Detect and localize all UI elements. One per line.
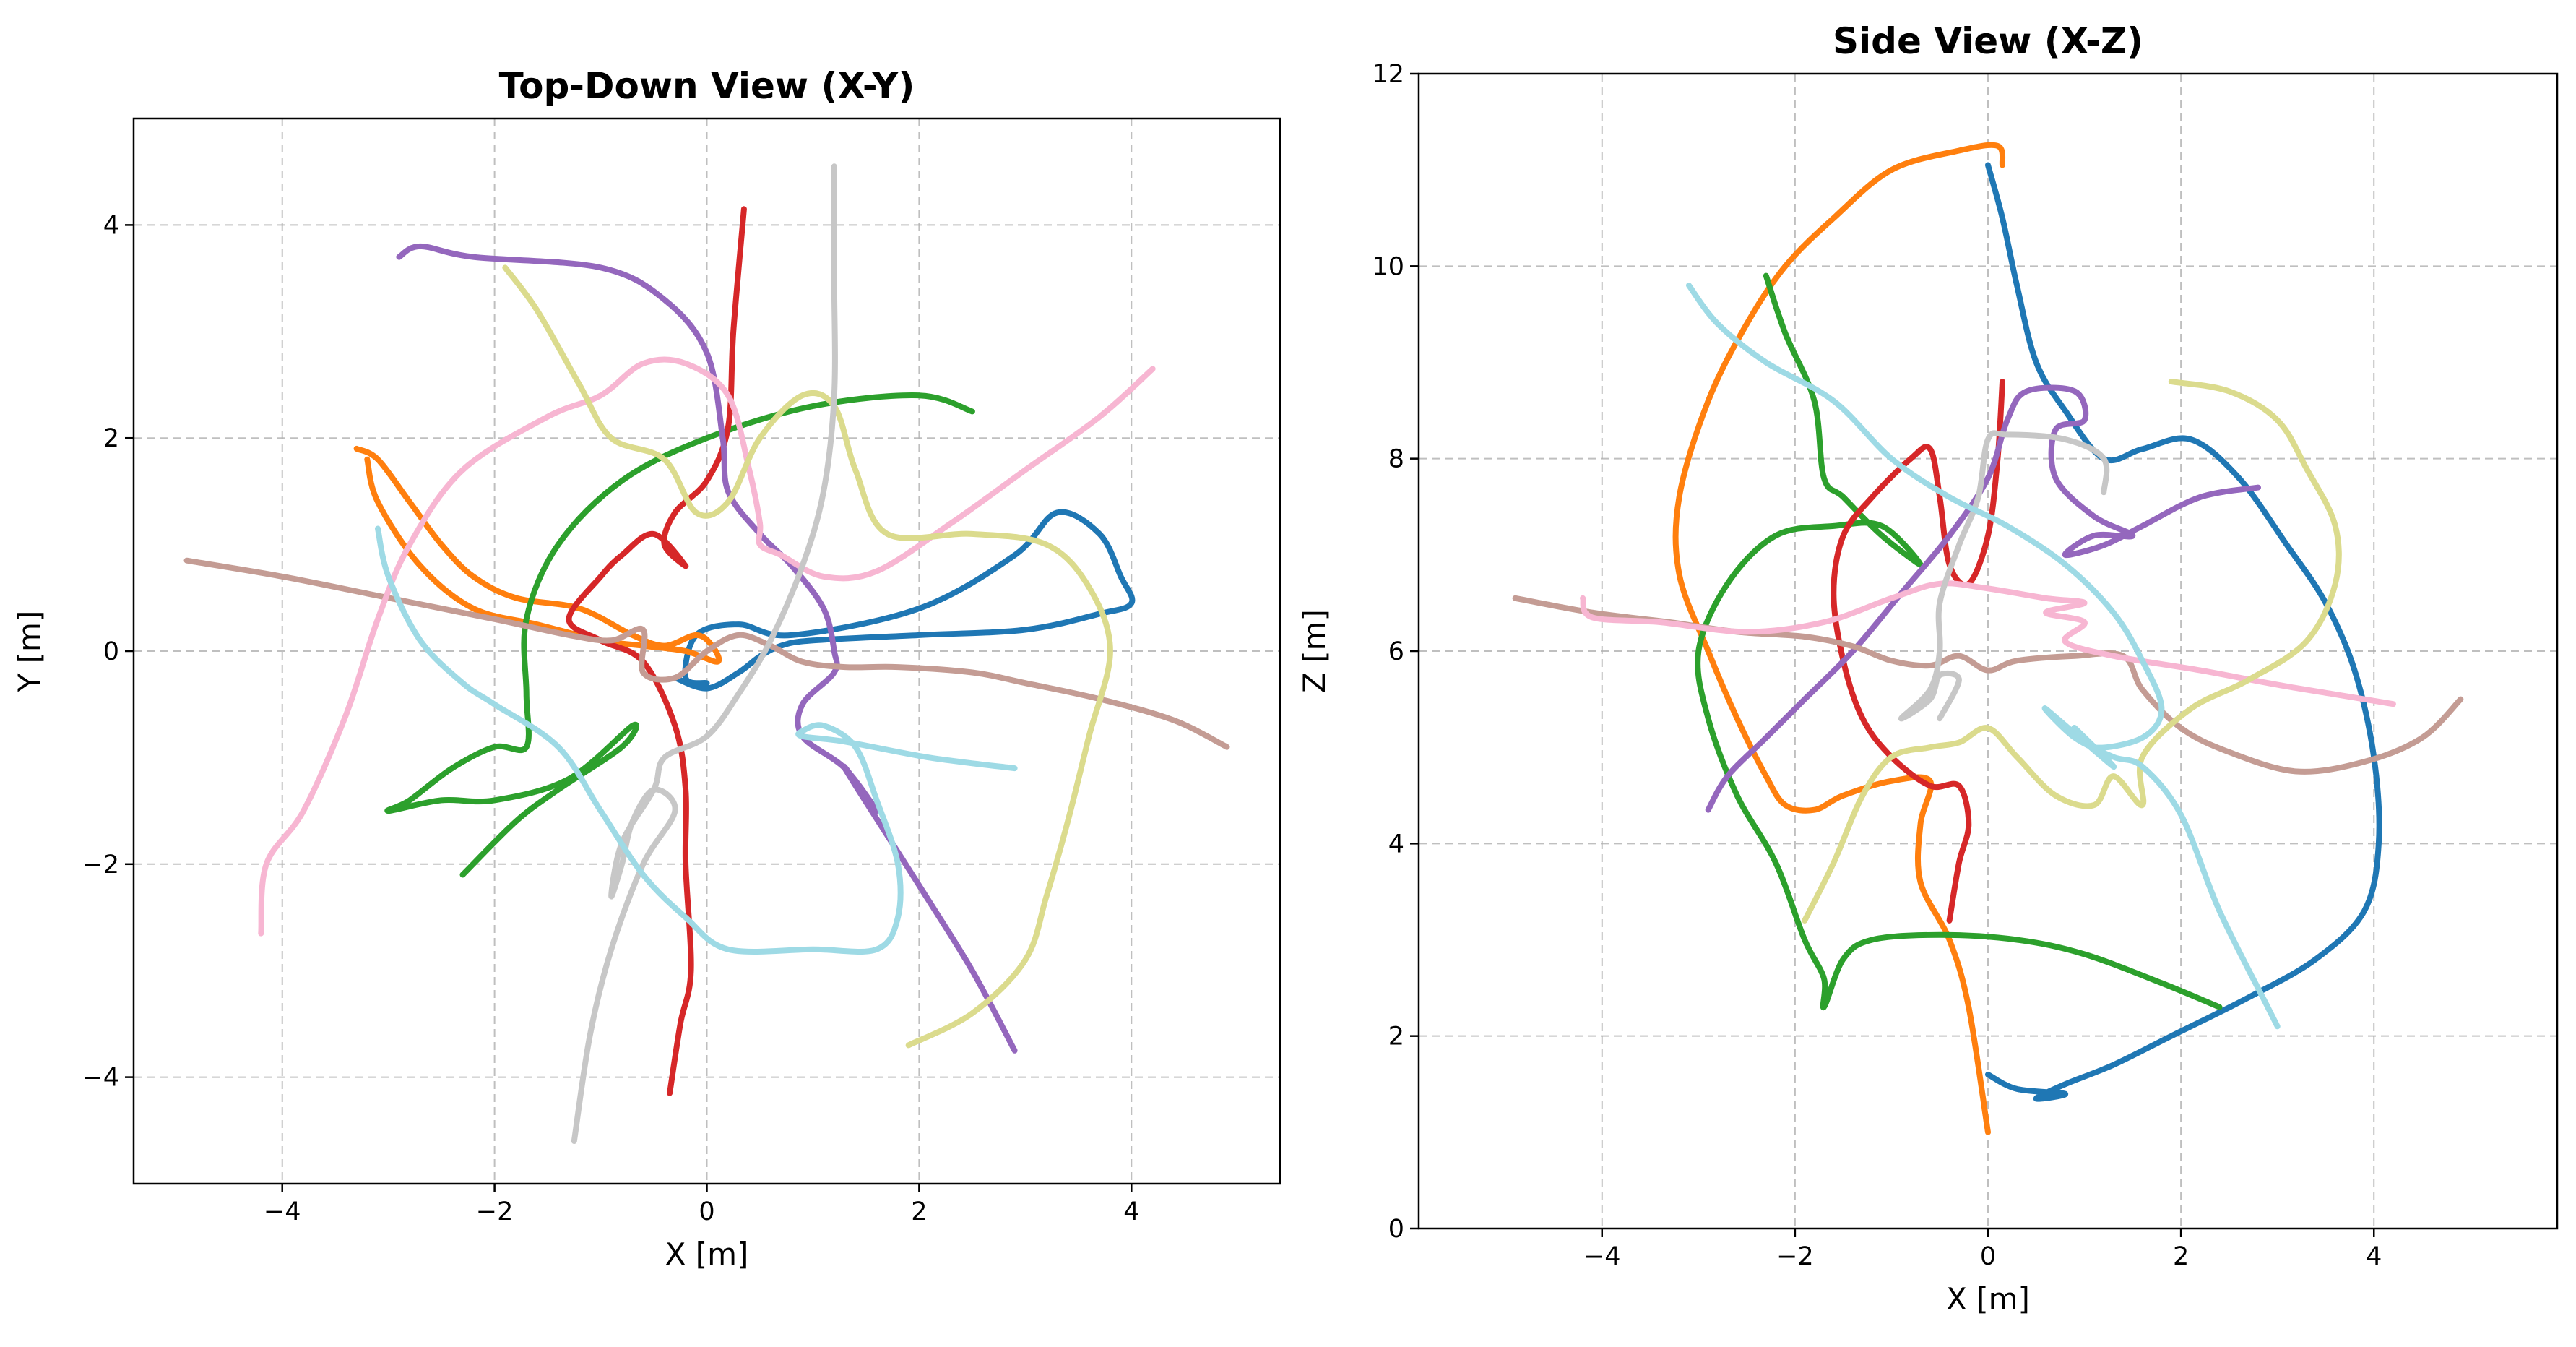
trajectory-line [375,525,1018,955]
y-tick-label: 0 [103,637,119,666]
x-tick-label: 4 [2366,1242,2382,1271]
y-tick-label: 12 [1372,60,1404,89]
x-tick-label: −2 [1776,1242,1814,1271]
trajectory-line [1831,379,2005,924]
side-view-panel: −4 −2 0 2 4 0 2 4 6 8 10 12 Side View (X-Z) X [m] Z… [1297,20,2559,1317]
chart-title: Side View (X-Z) [1833,20,2143,62]
trajectory-line [1898,430,2110,722]
trajectory-line [1695,272,2223,1010]
x-tick-label: −2 [476,1197,514,1226]
x-tick-label: 0 [1980,1242,1996,1271]
x-tick-label: 0 [699,1197,714,1226]
y-axis-label: Y [m] [12,611,47,693]
trajectory-line [1580,580,2396,707]
z-axis-label: Z [m] [1297,609,1332,693]
x-tick-label: 2 [911,1197,927,1226]
x-axis-label: X [m] [665,1236,749,1272]
trajectories [1512,142,2464,1135]
y-tick-label: −2 [82,851,119,879]
x-tick-label: −4 [264,1197,301,1226]
trajectory-line [396,243,1018,1054]
y-tick-label: 4 [1388,830,1404,858]
trajectories [183,163,1230,1144]
top-down-view-panel: −4 −2 0 2 4 −4 −2 0 2 4 Top-Down View (X-Y) X [m]… [12,65,1281,1272]
trajectory-line [502,264,1113,1049]
trajectory-line [384,392,975,878]
trajectory-line [353,445,722,665]
y-tick-label: −4 [82,1064,119,1093]
trajectory-line [183,557,1230,750]
y-tick-label: 2 [103,424,119,453]
ticks: −4 −2 0 2 4 0 2 4 6 8 10 12 [1372,60,2382,1271]
trajectory-line [1672,142,2006,1135]
trajectory-line [1705,384,2261,813]
trajectory-line [258,356,1156,937]
x-axis-label: X [m] [1946,1281,2030,1317]
y-tick-label: 8 [1388,445,1404,474]
y-tick-label: 6 [1388,637,1404,666]
y-tick-label: 0 [1388,1215,1404,1244]
trajectory-line [1686,283,2281,1030]
y-tick-label: 2 [1388,1023,1404,1051]
trajectory-line [1802,379,2342,924]
y-tick-label: 10 [1372,252,1404,281]
x-tick-label: 4 [1123,1197,1139,1226]
trajectory-line [571,163,838,1144]
trajectory-line [566,206,747,1096]
ticks: −4 −2 0 2 4 −4 −2 0 2 4 [82,211,1139,1226]
x-tick-label: −4 [1583,1242,1621,1271]
chart-title: Top-Down View (X-Y) [499,65,915,107]
y-tick-label: 4 [103,211,119,240]
x-tick-label: 2 [2173,1242,2189,1271]
